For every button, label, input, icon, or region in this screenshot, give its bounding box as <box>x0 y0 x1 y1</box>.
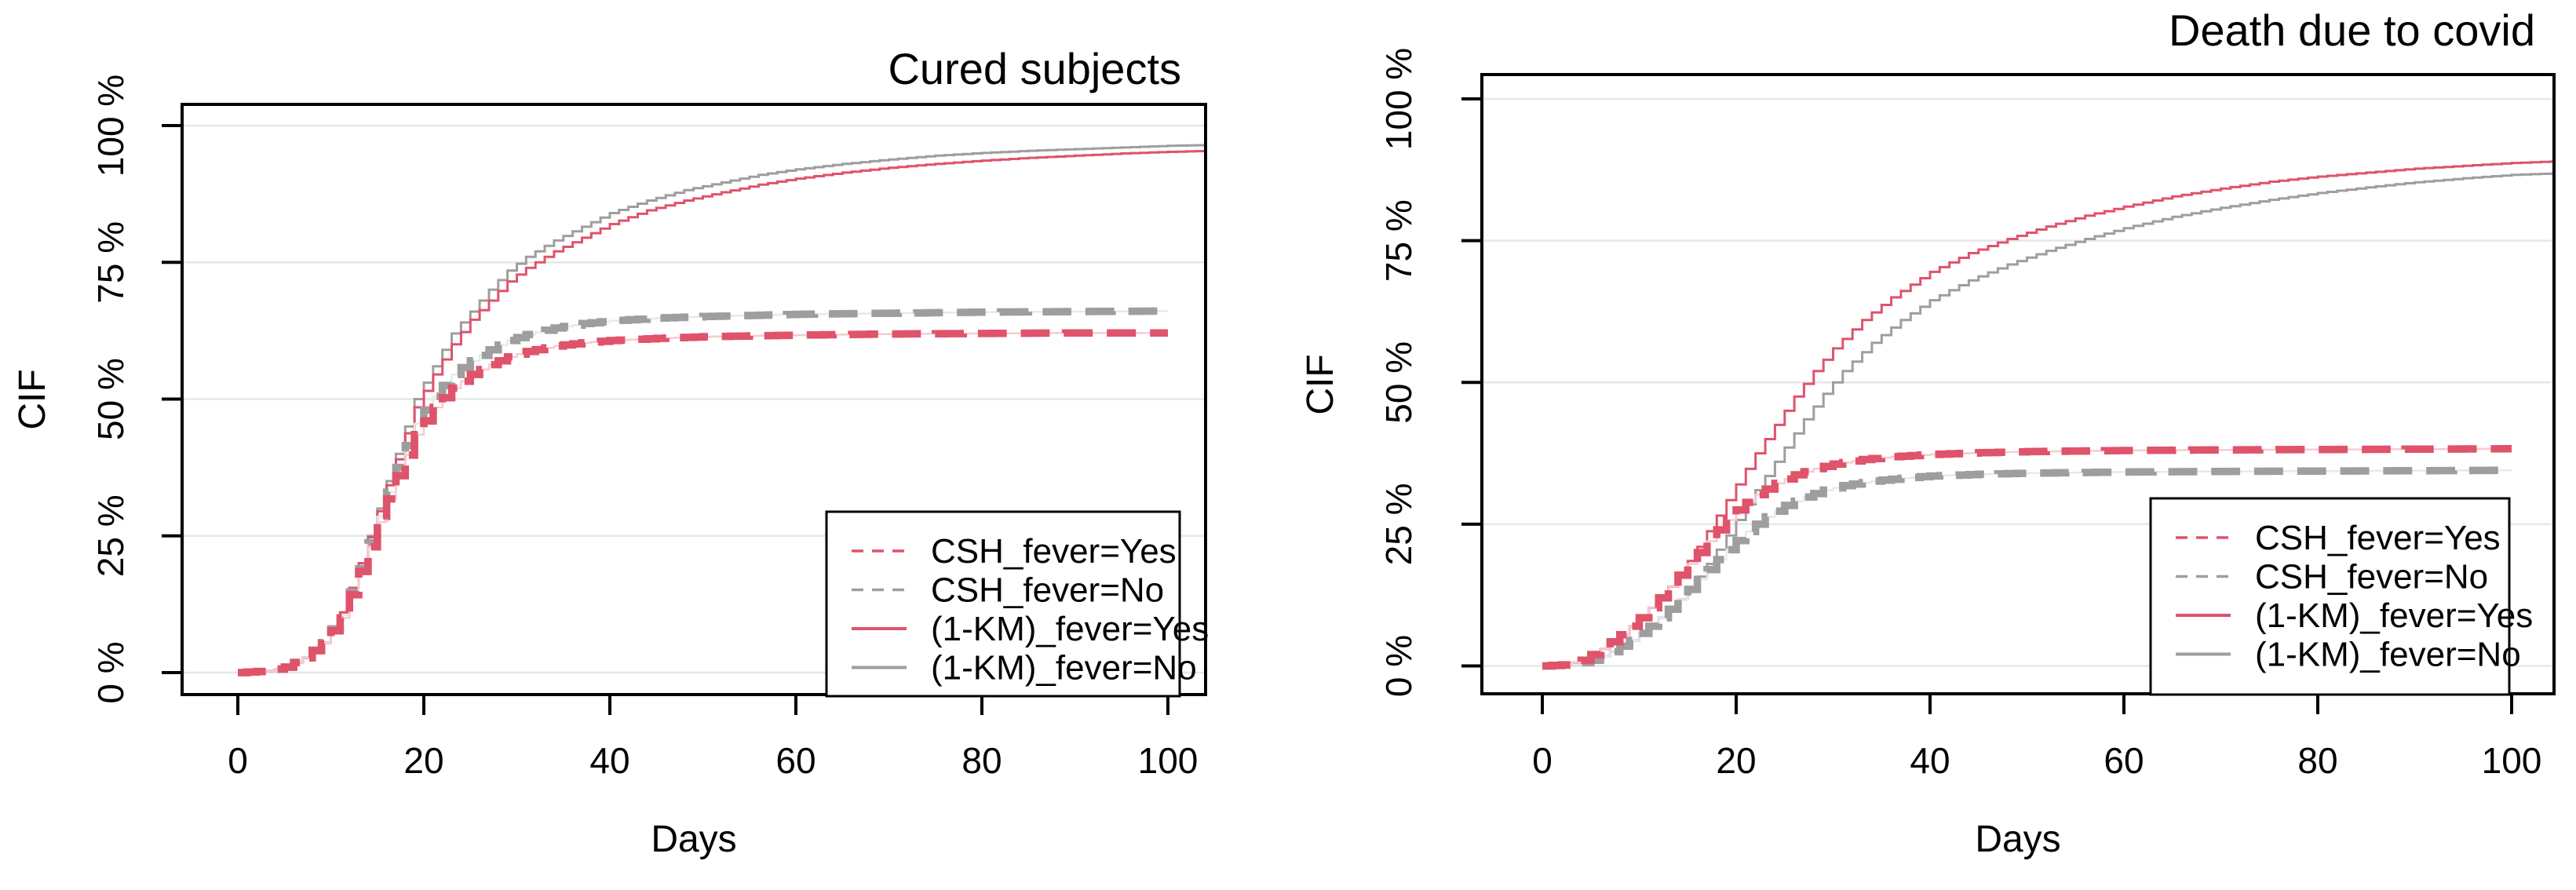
x-tick-label: 40 <box>589 740 629 781</box>
legend-box: CSH_fever=YesCSH_fever=No(1-KM)_fever=Ye… <box>2149 497 2533 696</box>
x-axis-label: Days <box>651 819 736 860</box>
legend-label-csh-yes: CSH_fever=Yes <box>931 532 1177 571</box>
y-tick-label: 25 % <box>90 494 131 577</box>
y-tick-label: 100 % <box>1378 48 1419 150</box>
x-tick-label: 60 <box>775 740 815 781</box>
x-tick-label: 20 <box>1716 740 1756 781</box>
curve-csh-yes <box>1542 445 2512 670</box>
x-tick-label: 80 <box>961 740 1002 781</box>
x-tick-label: 80 <box>2297 740 2337 781</box>
legend-box: CSH_fever=YesCSH_fever=No(1-KM)_fever=Ye… <box>825 510 1209 698</box>
x-tick-label: 0 <box>1532 740 1553 781</box>
chart-panel-left: 0 20 40 60 80 100 0 % 25 % 50 % 75 % 100 % Cured su… <box>12 44 1209 860</box>
legend-label-km-yes: (1-KM)_fever=Yes <box>2255 596 2533 635</box>
legend-label-km-no: (1-KM)_fever=No <box>2255 636 2521 674</box>
y-tick-label: 100 % <box>90 75 131 177</box>
y-tick-label: 25 % <box>1378 483 1419 565</box>
legend-label-csh-yes: CSH_fever=Yes <box>2255 519 2501 557</box>
series-group <box>238 144 1206 677</box>
x-tick-label: 100 <box>1138 740 1199 781</box>
curve-csh-no <box>1542 466 2516 670</box>
legend-frame <box>825 510 1181 698</box>
x-tick-label: 20 <box>403 740 443 781</box>
x-tick-label: 100 <box>2482 740 2542 781</box>
plot-title: Death due to covid <box>2169 5 2535 55</box>
y-axis-label: CIF <box>12 369 53 429</box>
legend-label-km-no: (1-KM)_fever=No <box>931 649 1197 688</box>
y-tick-label: 75 % <box>1378 199 1419 282</box>
y-axis-label: CIF <box>1300 354 1341 414</box>
legend-frame <box>2149 497 2511 696</box>
y-tick-label: 50 % <box>1378 341 1419 424</box>
chart-panel-right: 0 20 40 60 80 100 0 % 25 % 50 % 75 % 100 % Death du… <box>1300 5 2556 860</box>
x-tick-label: 60 <box>2103 740 2144 781</box>
curve-csh-yes <box>238 329 1168 677</box>
curve-csh-no <box>238 307 1172 677</box>
x-axis-label: Days <box>1975 819 2060 860</box>
y-tick-label: 75 % <box>90 221 131 304</box>
series-group <box>1542 160 2554 670</box>
y-tick-label: 50 % <box>90 358 131 440</box>
legend-label-csh-no: CSH_fever=No <box>931 571 1164 610</box>
plot-box <box>1480 73 2556 695</box>
x-tick-label: 40 <box>1910 740 1950 781</box>
legend-label-km-yes: (1-KM)_fever=Yes <box>931 610 1209 648</box>
legend-label-csh-no: CSH_fever=No <box>2255 558 2488 596</box>
y-tick-label: 0 % <box>1378 635 1419 697</box>
y-tick-label: 0 % <box>90 641 131 703</box>
plot-title: Cured subjects <box>888 44 1181 93</box>
x-tick-label: 0 <box>228 740 248 781</box>
